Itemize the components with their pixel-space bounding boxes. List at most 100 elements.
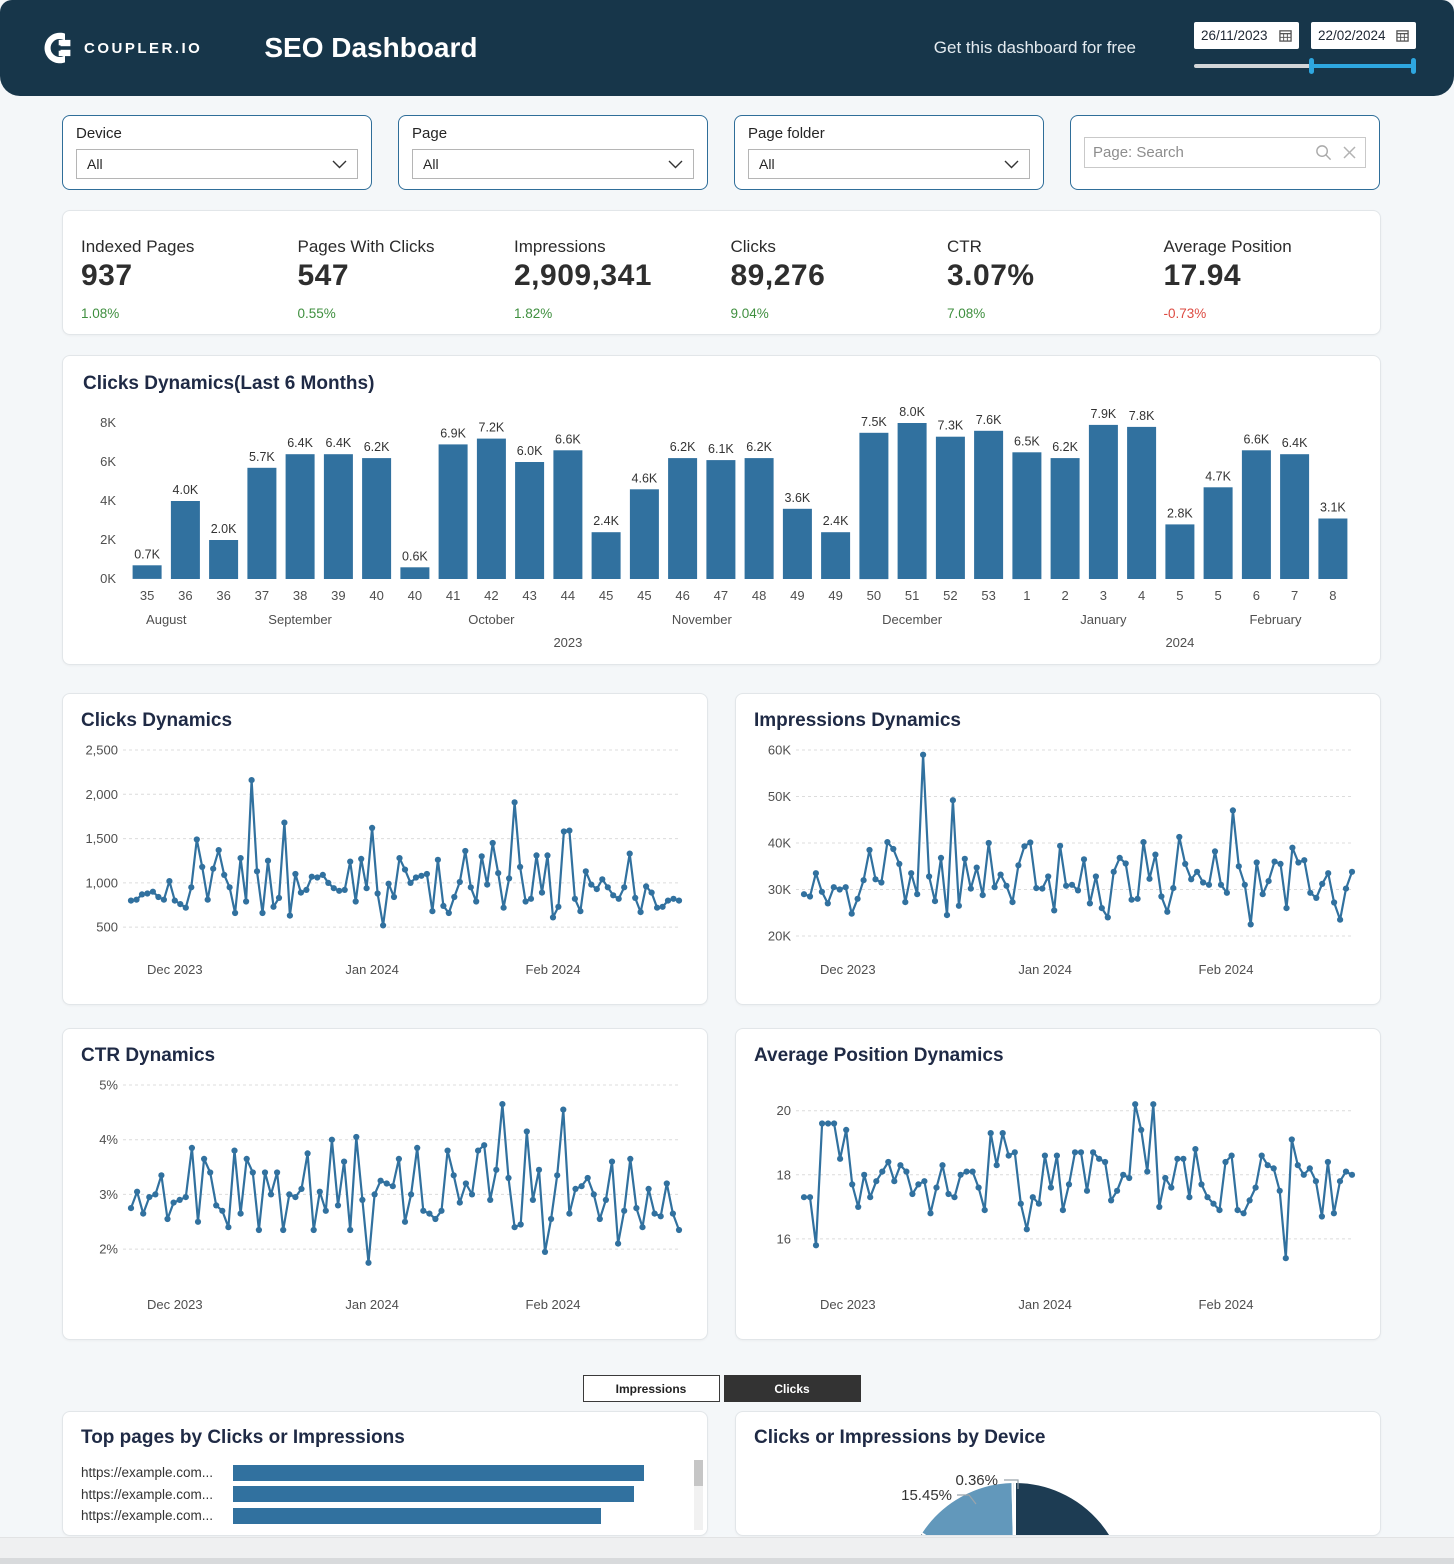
svg-text:50K: 50K bbox=[768, 789, 791, 804]
svg-text:7.2K: 7.2K bbox=[479, 421, 505, 435]
svg-text:Feb 2024: Feb 2024 bbox=[526, 1297, 581, 1312]
chevron-down-icon bbox=[332, 160, 347, 168]
kpi-impressions: Impressions 2,909,341 1.82% bbox=[514, 237, 731, 334]
kpi-label: Impressions bbox=[514, 237, 606, 256]
impressions-dynamics-line-chart: 20K 30K 40K 50K 60K Dec 2023 Jan 2024 Feb 2024 bbox=[768, 743, 1356, 977]
start-date-value: 26/11/2023 bbox=[1201, 28, 1268, 43]
svg-text:38: 38 bbox=[293, 588, 307, 603]
scrollbar-thumb[interactable] bbox=[694, 1460, 703, 1486]
slider-handle-start[interactable] bbox=[1309, 58, 1315, 74]
page-clicks-bar bbox=[233, 1486, 634, 1503]
page-search-filter bbox=[1070, 115, 1380, 190]
svg-text:6.6K: 6.6K bbox=[1244, 432, 1270, 446]
svg-text:2.0K: 2.0K bbox=[211, 522, 237, 536]
svg-text:2.8K: 2.8K bbox=[1167, 506, 1193, 520]
device-select[interactable]: All bbox=[76, 149, 358, 179]
page-url-label: https://example.com... bbox=[81, 1486, 214, 1502]
svg-text:6.9K: 6.9K bbox=[440, 426, 466, 440]
metric-toggle: Impressions Clicks bbox=[62, 1375, 1381, 1402]
kpi-indexed-pages: Indexed Pages 937 1.08% bbox=[81, 237, 298, 334]
top-pages-scrollbar[interactable] bbox=[694, 1460, 703, 1530]
svg-text:2024: 2024 bbox=[1165, 635, 1194, 650]
svg-text:6.2K: 6.2K bbox=[670, 440, 696, 454]
impressions-toggle-button[interactable]: Impressions bbox=[582, 1375, 720, 1402]
header: COUPLER.IO SEO Dashboard Get this dashbo… bbox=[0, 0, 1454, 96]
svg-text:4: 4 bbox=[1138, 588, 1145, 603]
start-date-input[interactable]: 26/11/2023 bbox=[1194, 22, 1299, 49]
slider-handle-end[interactable] bbox=[1411, 58, 1416, 74]
filter-bar: Device All Page All Page folder All bbox=[62, 115, 1381, 190]
svg-text:8: 8 bbox=[1329, 588, 1336, 603]
device-select-value: All bbox=[87, 156, 103, 172]
impressions-dynamics-title: Impressions Dynamics bbox=[754, 710, 961, 731]
search-icon[interactable] bbox=[1315, 144, 1332, 161]
page-search-input[interactable] bbox=[1093, 144, 1315, 161]
kpi-value: 2,909,341 bbox=[514, 259, 652, 292]
svg-text:49: 49 bbox=[828, 588, 842, 603]
end-date-input[interactable]: 22/02/2024 bbox=[1311, 22, 1416, 49]
top-pages-title: Top pages by Clicks or Impressions bbox=[81, 1427, 405, 1448]
svg-text:4%: 4% bbox=[99, 1132, 118, 1147]
svg-text:30K: 30K bbox=[768, 882, 791, 897]
svg-text:5: 5 bbox=[1176, 588, 1183, 603]
page-folder-filter: Page folder All bbox=[734, 115, 1044, 190]
get-dashboard-link[interactable]: Get this dashboard for free bbox=[933, 38, 1136, 57]
svg-text:7.3K: 7.3K bbox=[938, 419, 964, 433]
svg-text:7.8K: 7.8K bbox=[1129, 409, 1155, 423]
svg-text:Jan 2024: Jan 2024 bbox=[345, 1297, 399, 1312]
svg-text:2023: 2023 bbox=[553, 635, 582, 650]
svg-text:4.6K: 4.6K bbox=[632, 471, 658, 485]
svg-text:7.6K: 7.6K bbox=[976, 413, 1002, 427]
clicks-toggle-button[interactable]: Clicks bbox=[723, 1375, 861, 1402]
chevron-down-icon bbox=[668, 160, 683, 168]
calendar-icon[interactable] bbox=[1396, 29, 1409, 42]
weekly-clicks-title: Clicks Dynamics(Last 6 Months) bbox=[83, 373, 375, 394]
clicks-dynamics-card: Clicks Dynamics 500 1,000 1,500 2,000 2,500 D… bbox=[62, 693, 708, 1005]
page-folder-select[interactable]: All bbox=[748, 149, 1030, 179]
page-select[interactable]: All bbox=[412, 149, 694, 179]
svg-text:September: September bbox=[268, 612, 332, 627]
svg-text:51: 51 bbox=[905, 588, 919, 603]
page-clicks-bar bbox=[233, 1464, 644, 1481]
svg-text:7.9K: 7.9K bbox=[1091, 407, 1117, 421]
kpi-ctr: CTR 3.07% 7.08% bbox=[947, 237, 1164, 334]
clear-search-icon[interactable] bbox=[1342, 145, 1357, 160]
kpi-summary-card: Indexed Pages 937 1.08% Pages With Click… bbox=[62, 210, 1381, 335]
kpi-label: Indexed Pages bbox=[81, 237, 195, 256]
svg-text:6.0K: 6.0K bbox=[517, 444, 543, 458]
svg-text:47: 47 bbox=[714, 588, 728, 603]
svg-text:2: 2 bbox=[1061, 588, 1068, 603]
ctr-dynamics-card: CTR Dynamics 2% 3% 4% 5% Dec 2023 Jan 2024 Feb… bbox=[62, 1028, 708, 1340]
kpi-delta: -0.73% bbox=[1163, 306, 1207, 321]
kpi-delta: 7.08% bbox=[947, 306, 986, 321]
kpi-value: 937 bbox=[81, 259, 133, 292]
calendar-icon[interactable] bbox=[1279, 29, 1292, 42]
kpi-delta: 1.82% bbox=[514, 306, 553, 321]
kpi-delta: 0.55% bbox=[297, 306, 336, 321]
page-folder-select-value: All bbox=[759, 156, 775, 172]
average-position-line-chart: 16 18 20 Dec 2023 Jan 2024 Feb 2024 bbox=[777, 1101, 1356, 1312]
slider-track[interactable] bbox=[1194, 64, 1416, 68]
svg-text:20: 20 bbox=[777, 1103, 791, 1118]
kpi-label: Average Position bbox=[1163, 237, 1292, 256]
svg-text:2.4K: 2.4K bbox=[823, 514, 849, 528]
svg-text:42: 42 bbox=[484, 588, 498, 603]
kpi-label: CTR bbox=[947, 237, 982, 256]
average-position-dynamics-title: Average Position Dynamics bbox=[754, 1045, 1004, 1066]
svg-text:Dec 2023: Dec 2023 bbox=[147, 962, 203, 977]
svg-text:1,000: 1,000 bbox=[85, 875, 118, 890]
date-range-slider[interactable] bbox=[1194, 58, 1416, 74]
svg-text:February: February bbox=[1249, 612, 1302, 627]
svg-text:8.0K: 8.0K bbox=[899, 405, 925, 419]
svg-text:35: 35 bbox=[140, 588, 154, 603]
svg-text:Feb 2024: Feb 2024 bbox=[1199, 962, 1254, 977]
svg-text:43: 43 bbox=[522, 588, 536, 603]
svg-text:45: 45 bbox=[599, 588, 613, 603]
svg-text:2%: 2% bbox=[99, 1242, 118, 1257]
kpi-value: 547 bbox=[297, 259, 350, 292]
impressions-dynamics-card: Impressions Dynamics 20K 30K 40K 50K 60K Dec … bbox=[735, 693, 1381, 1005]
page-folder-filter-label: Page folder bbox=[748, 125, 825, 142]
slider-selected-range[interactable] bbox=[1309, 64, 1416, 68]
kpi-delta: 9.04% bbox=[730, 306, 769, 321]
svg-text:52: 52 bbox=[943, 588, 957, 603]
